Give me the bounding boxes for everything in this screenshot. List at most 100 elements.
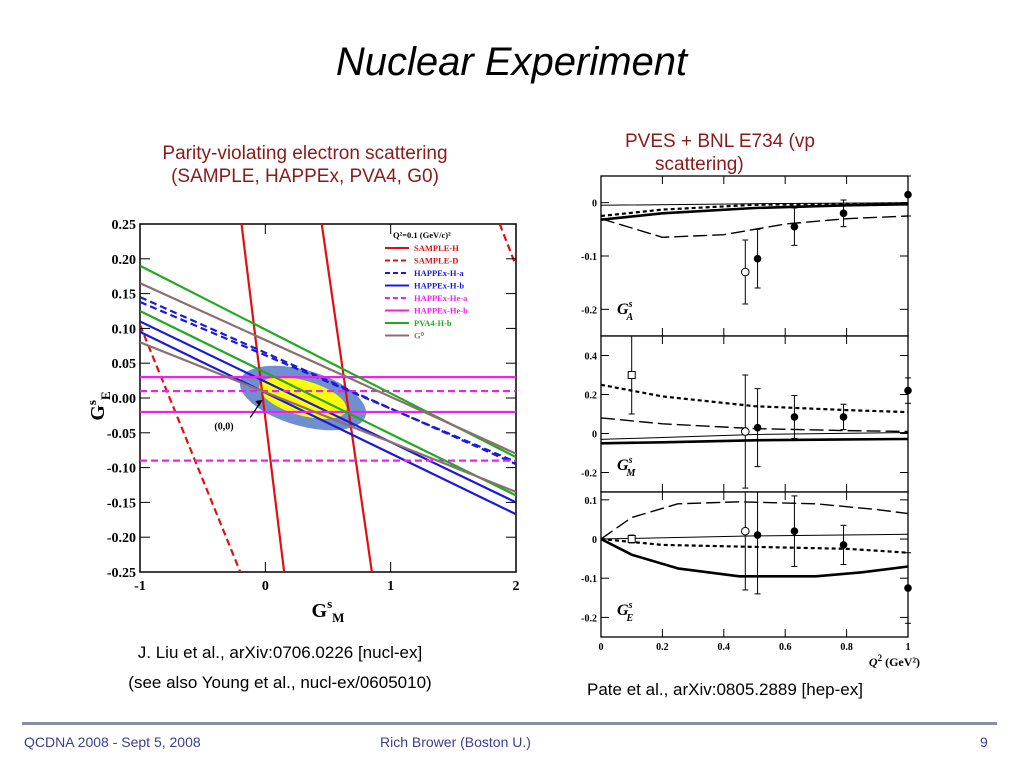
data-point-filled-circle	[753, 423, 762, 432]
x-tick-label: 0.6	[779, 642, 792, 653]
left-reference-line1: J. Liu et al., arXiv:0706.0226 [nucl-ex]	[137, 643, 423, 662]
legend-label-sample-h: SAMPLE-H	[414, 243, 459, 253]
left-caption-line2: (SAMPLE, HAPPEx, PVA4, G0)	[171, 166, 439, 187]
legend-label-pva4-h-b: PVA4-H-b	[414, 318, 452, 328]
band-line-pva4-h-b-2	[140, 310, 516, 497]
legend-label-g: G⁰	[414, 331, 425, 341]
left-caption: Parity-violating electron scattering (SA…	[100, 142, 510, 188]
panel-label: Gs M	[617, 455, 636, 479]
model-curve-dotted	[600, 537, 909, 554]
x-tick-label: 1	[906, 642, 911, 653]
right-caption-line1: PVES + BNL E734 (vp	[625, 131, 815, 152]
legend-label-happex-he-a: HAPPEx-He-a	[414, 293, 468, 303]
right-x-label-sup: 2	[878, 653, 883, 663]
model-curve-thick	[600, 203, 909, 221]
y-tick-label: -0.2	[581, 613, 597, 624]
y-tick-label: 0.00	[112, 392, 137, 407]
band-line-g-1	[140, 282, 516, 455]
y-tick-label: -0.05	[107, 427, 136, 442]
x-tick-label: -1	[134, 579, 146, 594]
band-line-sample-h-2	[320, 224, 373, 572]
band-line-g-2	[140, 341, 516, 493]
legend-label-happex-h-b: HAPPEx-H-b	[414, 281, 464, 291]
panel-ga: 0 -0.1 -0.2 Gs A	[581, 175, 912, 337]
left-reference-line2: (see also Young et al., nucl-ex/0605010)	[128, 673, 432, 692]
y-tick-label: -0.1	[581, 252, 597, 263]
panel-label-sup: s	[628, 600, 633, 611]
model-curve-dotted	[600, 383, 909, 414]
right-x-label-unit: (GeV²)	[882, 655, 920, 669]
legend-header: Q²=0.1 (GeV/c)²	[393, 230, 451, 240]
x-tick-label: 1	[387, 579, 394, 594]
panel-ge: 0.1 0 -0.1 -0.2 Gs E	[581, 491, 912, 638]
left-plot-marks	[140, 224, 516, 572]
y-tick-label: -0.10	[107, 462, 136, 477]
panel-label-main: G	[617, 602, 629, 619]
origin-arrowhead	[255, 400, 263, 406]
band-line-happex-h-a-2	[140, 300, 516, 464]
x-tick-label: 0.8	[840, 642, 853, 653]
data-point-open-circle	[740, 267, 750, 277]
data-point-filled-circle	[753, 531, 762, 539]
y-tick-label: -0.2	[581, 305, 597, 316]
x-tick-label: 0.4	[718, 642, 731, 653]
allowed-region-ellipse-inner	[259, 377, 347, 419]
data-point-filled-circle	[904, 386, 912, 395]
panel-label-main: G	[617, 301, 629, 318]
page-number: 9	[980, 734, 988, 750]
panel-label-main: G	[617, 457, 629, 474]
left-x-axis-label: GsM	[312, 596, 345, 624]
data-point-filled-circle	[790, 222, 799, 231]
y-tick-label: -0.15	[107, 496, 136, 511]
panel-label-sup: s	[628, 299, 633, 310]
legend-label-sample-d: SAMPLE-D	[414, 256, 458, 266]
y-tick-label: 0.05	[112, 357, 137, 372]
left-y-label-sub: E	[98, 391, 113, 400]
footer-left: QCDNA 2008 - Sept 5, 2008	[24, 734, 201, 750]
panel-gm: 0.4 0.2 0 -0.2 Gs M	[581, 335, 912, 493]
y-tick-label: 0.4	[585, 352, 598, 363]
data-point-filled-circle	[753, 254, 762, 263]
y-tick-label: -0.1	[581, 574, 597, 585]
right-reference: Pate et al., arXiv:0805.2889 [hep-ex]	[587, 680, 863, 699]
left-plot-axes: (0,0) -1 0 1 2 -0.25 -0.20 -0.15 -0.10 -0.05 0.00 0…	[107, 218, 520, 594]
data-point-filled-circle	[904, 584, 912, 592]
data-point-open-circle	[740, 526, 750, 536]
panel-label: Gs E	[617, 600, 633, 624]
data-point-open-square	[627, 371, 636, 379]
legend-label-happex-h-a: HAPPEx-H-a	[414, 268, 464, 278]
model-curve-longdash	[600, 501, 909, 540]
panel-label: Gs A	[617, 299, 633, 323]
y-tick-label: -0.2	[581, 469, 597, 480]
panel-label-sup: s	[628, 455, 633, 466]
data-point-open-square	[627, 535, 636, 544]
y-tick-label: -0.25	[107, 566, 136, 581]
footer-center: Rich Brower (Boston U.)	[380, 734, 531, 750]
band-line-sample-d-1	[140, 324, 242, 572]
data-point-filled-circle	[790, 527, 799, 535]
panel-frame	[600, 175, 909, 337]
y-tick-label: 0.20	[112, 253, 137, 268]
left-caption-line1: Parity-violating electron scattering	[162, 143, 448, 164]
data-point-filled-circle	[839, 209, 848, 218]
data-point-filled-circle	[839, 541, 848, 549]
x-tick-label: 0	[599, 642, 604, 653]
band-line-happex-h-a-1	[140, 296, 516, 466]
left-x-label-main: G	[312, 600, 328, 622]
panel-label-sub: M	[625, 468, 636, 479]
y-tick-label: 0.2	[585, 391, 598, 402]
x-tick-label: 0.2	[656, 642, 669, 653]
right-caption-line2: scattering)	[655, 154, 744, 175]
band-line-happex-h-b-2	[140, 330, 516, 516]
y-tick-label: 0.1	[585, 496, 598, 507]
left-x-label-sup: s	[327, 596, 332, 611]
model-curve-thin	[600, 432, 909, 440]
y-tick-label: 0	[592, 430, 597, 441]
origin-label: (0,0)	[214, 421, 233, 432]
x-tick-label: 2	[513, 579, 520, 594]
footer-divider	[22, 722, 997, 725]
y-tick-label: 0.25	[112, 218, 137, 233]
data-point-filled-circle	[839, 413, 848, 421]
gs-e-vs-gs-m-chart: (0,0) -1 0 1 2 -0.25 -0.20 -0.15 -0.10 -0.05 0.00 0…	[88, 218, 520, 624]
left-y-label-sup: s	[88, 400, 99, 405]
